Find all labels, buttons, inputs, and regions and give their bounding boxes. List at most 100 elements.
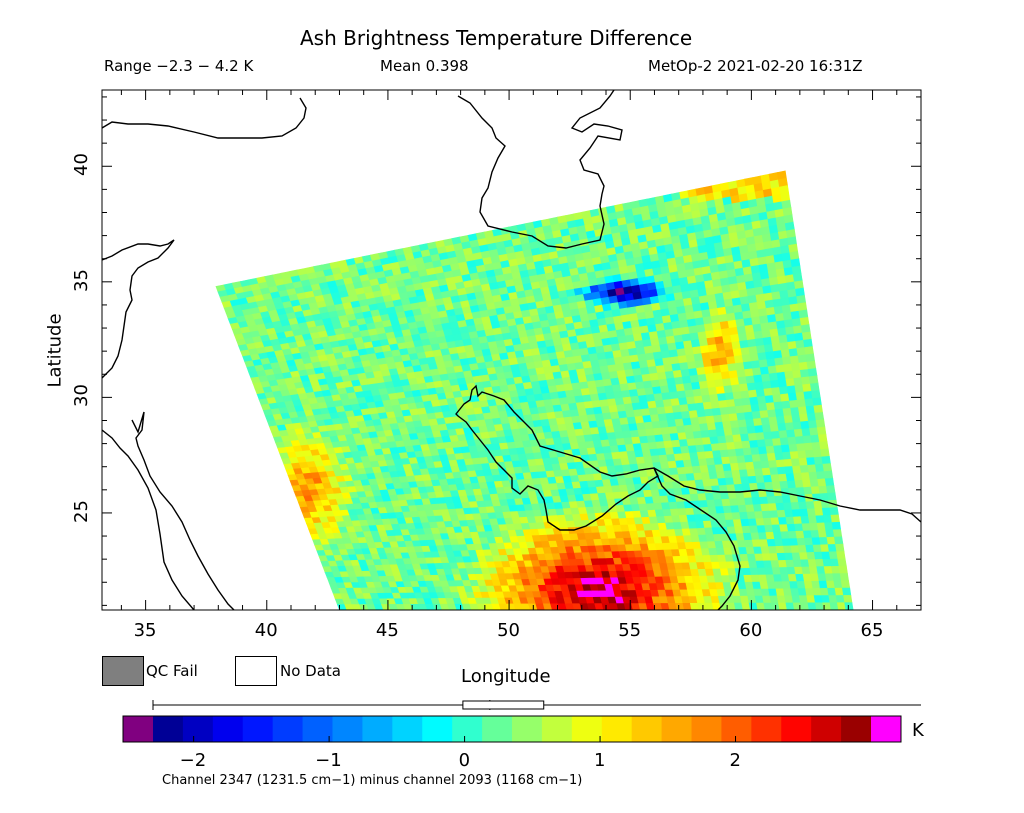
swath-pixel bbox=[792, 421, 803, 431]
x-tick-label: 60 bbox=[739, 620, 763, 641]
swath-pixel bbox=[735, 318, 746, 328]
swath-pixel bbox=[803, 442, 814, 452]
swath-pixel bbox=[764, 438, 774, 448]
colorbar-under-swatch bbox=[123, 716, 153, 742]
swath-pixel bbox=[766, 358, 777, 368]
swath-pixel bbox=[806, 508, 817, 517]
no-data-label: No Data bbox=[280, 662, 341, 680]
swath-pixel bbox=[747, 338, 757, 348]
swath-pixel bbox=[694, 317, 705, 327]
swath-pixel bbox=[729, 420, 740, 429]
colorbar-segment bbox=[781, 716, 812, 742]
swath-pixel bbox=[822, 558, 832, 567]
x-tick-label: 65 bbox=[860, 620, 884, 641]
colorbar bbox=[122, 700, 921, 743]
swath-pixel bbox=[782, 407, 793, 417]
swath-pixel bbox=[794, 384, 805, 394]
colorbar-segment bbox=[601, 716, 633, 742]
swath-pixel bbox=[799, 464, 810, 474]
swath-pixel bbox=[765, 306, 776, 316]
swath-pixel bbox=[461, 603, 472, 610]
swath-pixel bbox=[771, 387, 781, 396]
swath-pixel bbox=[789, 303, 800, 313]
swath-pixel bbox=[711, 321, 722, 331]
swath-pixel bbox=[835, 543, 845, 553]
swath-pixel bbox=[778, 334, 789, 344]
swath-pixel bbox=[535, 603, 546, 610]
swath-pixel bbox=[733, 398, 744, 407]
swath-pixel bbox=[818, 485, 828, 495]
swath-pixel bbox=[838, 565, 848, 574]
swath-pixel bbox=[772, 298, 783, 308]
swath-pixel bbox=[769, 423, 780, 433]
swath-pixel bbox=[745, 331, 756, 341]
swath-pixel bbox=[763, 343, 774, 353]
swath-pixel bbox=[744, 368, 754, 378]
swath-pixel bbox=[782, 451, 792, 461]
swath-pixel bbox=[795, 435, 805, 445]
swath-pixel bbox=[774, 408, 785, 418]
swath-pixel bbox=[696, 324, 706, 334]
swath-pixel bbox=[756, 344, 766, 354]
swath-pixel bbox=[774, 452, 785, 461]
swath-pixel bbox=[785, 378, 796, 387]
swath-pixel bbox=[743, 361, 753, 370]
swath-pixel bbox=[844, 602, 854, 610]
swath-pixel bbox=[726, 312, 737, 322]
swath-pixel bbox=[810, 434, 820, 444]
swath-pixel bbox=[735, 362, 745, 371]
swath-pixel bbox=[802, 383, 812, 393]
swath-pixel bbox=[810, 486, 821, 495]
swath-pixel bbox=[726, 356, 736, 365]
swath-pixel bbox=[771, 481, 782, 490]
swath-pixel bbox=[839, 573, 849, 582]
swath-pixel bbox=[752, 367, 762, 377]
swath-pixel bbox=[732, 304, 743, 314]
swath-pixel bbox=[818, 580, 828, 589]
swath-pixel bbox=[776, 509, 787, 519]
swath-pixel bbox=[677, 312, 688, 322]
swath-pixel bbox=[742, 404, 753, 414]
swath-pixel bbox=[789, 399, 799, 409]
swath-pixel bbox=[718, 357, 729, 366]
swath-pixel bbox=[738, 332, 748, 342]
swath-pixel bbox=[820, 448, 830, 458]
swath-pixel bbox=[750, 360, 761, 370]
colorbar-segment bbox=[392, 716, 423, 742]
swath-pixel bbox=[469, 603, 480, 610]
colorbar-segment bbox=[751, 716, 782, 742]
swath-pixel bbox=[823, 470, 834, 480]
swath-pixel bbox=[797, 354, 808, 364]
swath-pixel bbox=[737, 376, 748, 385]
swath-pixel bbox=[796, 399, 807, 408]
swath-pixel bbox=[763, 431, 773, 440]
swath-pixel bbox=[803, 390, 813, 400]
swath-pixel bbox=[812, 449, 823, 458]
swath-pixel bbox=[806, 412, 817, 422]
swath-pixel bbox=[425, 603, 436, 610]
swath-pixel bbox=[770, 335, 781, 345]
swath-pixel bbox=[395, 604, 406, 610]
swath-pixel bbox=[771, 291, 782, 301]
swath-pixel bbox=[761, 467, 772, 477]
swath-pixel bbox=[765, 351, 775, 360]
swath-pixel bbox=[491, 603, 502, 610]
swath-data-layer bbox=[215, 170, 854, 610]
swath-pixel bbox=[811, 390, 821, 399]
satellite-time-text: MetOp-2 2021-02-20 16:31Z bbox=[648, 57, 863, 75]
swath-pixel bbox=[351, 604, 362, 610]
swath-pixel bbox=[822, 463, 833, 472]
swath-pixel bbox=[772, 394, 783, 403]
swath-pixel bbox=[826, 485, 836, 494]
colorbar-tick-label: 1 bbox=[594, 750, 606, 771]
swath-pixel bbox=[747, 432, 758, 442]
swath-pixel bbox=[760, 503, 770, 512]
colorbar-segment bbox=[721, 716, 752, 742]
swath-pixel bbox=[777, 378, 788, 388]
range-text: Range −2.3 − 4.2 K bbox=[104, 57, 254, 75]
swath-pixel bbox=[761, 373, 771, 383]
swath-pixel bbox=[775, 364, 786, 374]
swath-pixel bbox=[815, 419, 826, 429]
swath-pixel bbox=[753, 374, 763, 384]
swath-pixel bbox=[760, 322, 771, 332]
